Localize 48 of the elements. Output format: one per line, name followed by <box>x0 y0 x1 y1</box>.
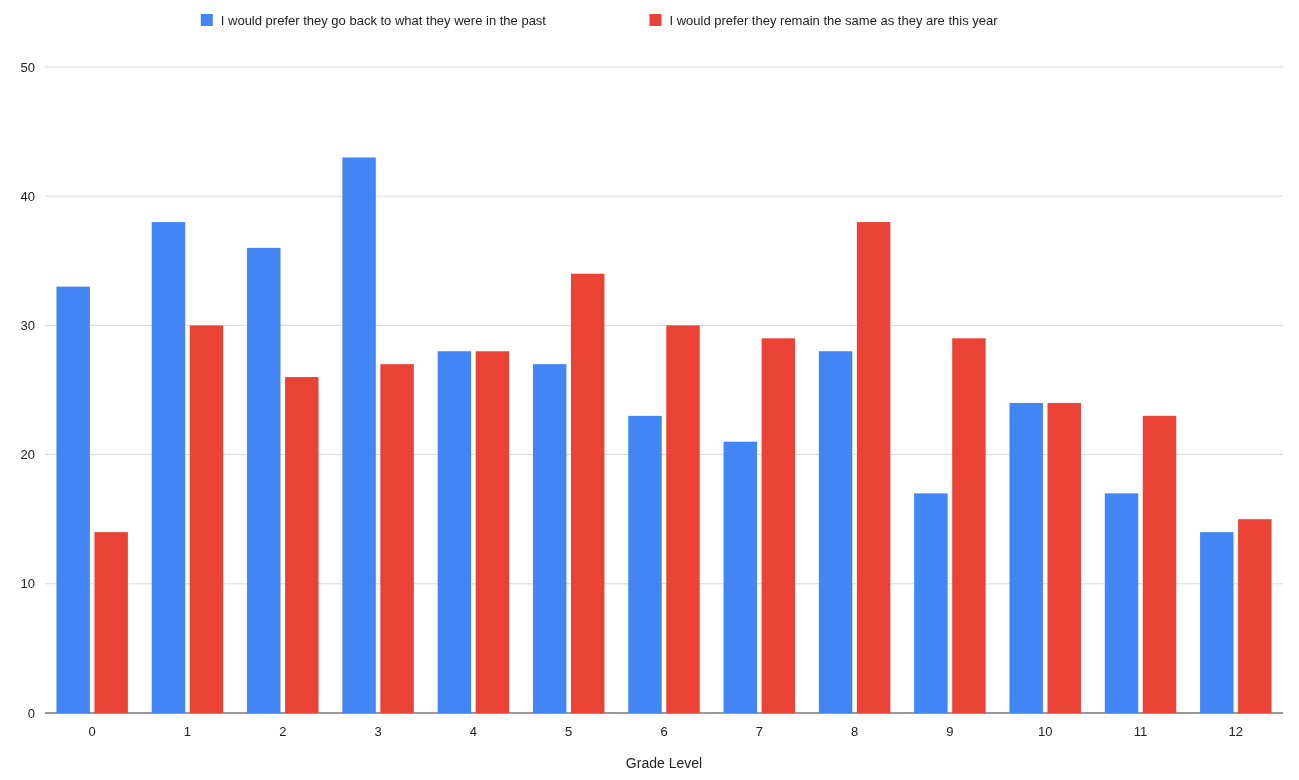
y-tick-label: 30 <box>20 317 35 333</box>
bar <box>94 532 128 713</box>
bar <box>475 351 510 713</box>
bar <box>189 325 224 713</box>
bar <box>761 338 796 713</box>
bar <box>628 415 662 713</box>
y-tick-label: 10 <box>20 576 35 592</box>
y-tick-label: 40 <box>20 188 35 204</box>
bar <box>914 493 948 713</box>
x-tick-label: 8 <box>850 724 859 739</box>
bar <box>532 364 567 713</box>
x-tick-label: 3 <box>374 724 382 739</box>
x-tick-label: 1 <box>183 724 192 739</box>
legend-label: I would prefer they go back to what they were in the past <box>220 12 547 28</box>
bar <box>151 222 186 713</box>
bar <box>1200 532 1234 713</box>
bar <box>342 157 376 713</box>
bar <box>1238 519 1272 713</box>
bar <box>56 286 90 713</box>
bar <box>723 441 758 713</box>
bar <box>380 364 414 713</box>
x-tick-label: 2 <box>279 724 287 739</box>
x-tick-label: 7 <box>755 724 763 739</box>
x-tick-label: 0 <box>88 724 96 739</box>
x-tick-label: 5 <box>565 724 573 739</box>
bar <box>570 273 605 713</box>
legend-label: I would prefer they remain the same as they are this year <box>669 12 999 28</box>
bar <box>666 325 700 713</box>
bar <box>856 222 891 713</box>
x-axis-title: Grade Level <box>625 755 703 771</box>
y-tick-label: 20 <box>20 447 35 463</box>
y-tick-label: 0 <box>27 705 35 721</box>
y-tick-label: 50 <box>20 59 35 75</box>
bar <box>1047 402 1081 713</box>
x-tick-label: 4 <box>469 724 478 739</box>
bar <box>437 351 472 713</box>
bar <box>1009 402 1043 713</box>
bar <box>1142 415 1177 713</box>
x-tick-label: 11 <box>1133 724 1148 739</box>
x-tick-label: 10 <box>1037 724 1053 739</box>
bar <box>1104 493 1139 713</box>
x-tick-label: 9 <box>946 724 954 739</box>
bar <box>247 247 281 713</box>
bar <box>818 351 853 713</box>
x-tick-label: 6 <box>660 724 668 739</box>
bar <box>285 377 319 713</box>
x-tick-label: 12 <box>1228 724 1244 739</box>
bar <box>952 338 986 713</box>
